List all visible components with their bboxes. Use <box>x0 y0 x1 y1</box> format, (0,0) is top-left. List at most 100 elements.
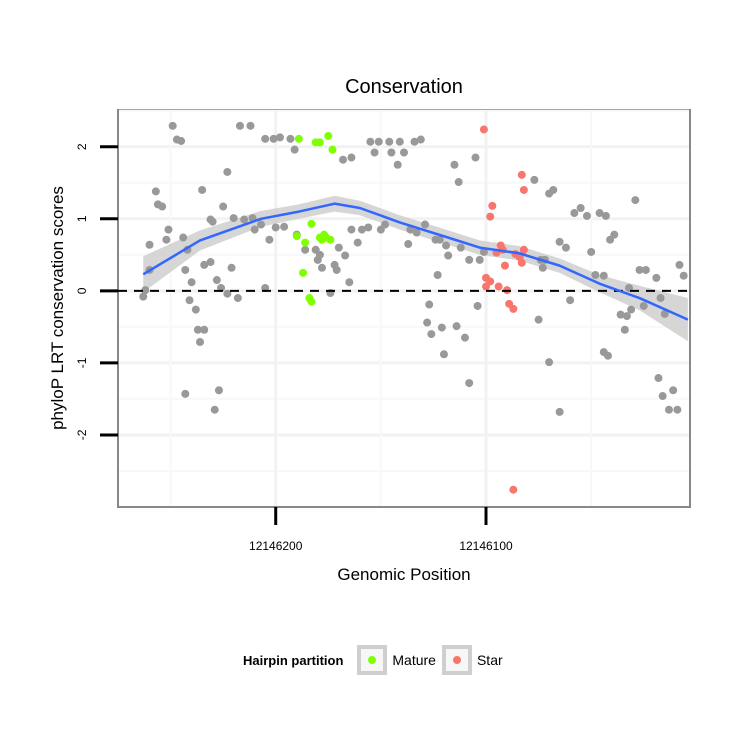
point-other <box>570 209 579 218</box>
point-other <box>530 175 539 184</box>
point-other <box>185 296 194 305</box>
point-other <box>374 137 383 146</box>
point-other <box>555 237 564 246</box>
point-other <box>669 386 678 395</box>
point-other <box>364 223 373 232</box>
chart-title: Conservation <box>345 76 463 98</box>
point-other <box>332 265 341 274</box>
point-other <box>271 223 280 232</box>
legend-item-mature: Mature <box>357 645 436 675</box>
point-other <box>479 247 488 256</box>
point-other <box>442 241 451 250</box>
point-other <box>339 155 348 164</box>
point-other <box>233 294 242 303</box>
y-tick-label: 1 <box>75 215 89 222</box>
point-other <box>654 374 663 383</box>
point-other <box>400 148 408 157</box>
point-other <box>200 260 209 269</box>
point-star <box>486 277 495 286</box>
point-other <box>334 243 343 252</box>
point-star <box>479 125 488 134</box>
point-star <box>500 261 509 270</box>
point-other <box>673 405 682 414</box>
point-other <box>196 338 205 347</box>
point-other <box>212 276 221 285</box>
legend-item-star: Star <box>441 645 503 675</box>
point-other <box>223 167 232 176</box>
point-other <box>269 134 278 143</box>
confidence-band <box>143 195 688 342</box>
point-mature <box>324 131 333 140</box>
legend-title: Hairpin partition <box>243 652 344 668</box>
point-other <box>465 255 474 264</box>
point-other <box>423 318 432 327</box>
point-other <box>675 260 684 269</box>
x-axis-label: Genomic Position <box>337 565 470 584</box>
point-other <box>168 121 177 130</box>
point-other <box>301 245 310 254</box>
point-other <box>622 312 631 321</box>
point-other <box>616 310 625 319</box>
point-other <box>395 137 404 146</box>
point-other <box>206 258 215 267</box>
point-other <box>347 153 356 162</box>
point-other <box>416 135 425 144</box>
point-other <box>223 289 232 298</box>
point-mature <box>326 235 335 244</box>
point-other <box>366 137 375 146</box>
point-other <box>656 294 665 303</box>
point-other <box>139 292 148 301</box>
point-other <box>545 358 554 367</box>
point-other <box>635 265 644 274</box>
point-other <box>603 351 612 360</box>
y-axis-label: phyloP LRT conservation scores <box>48 186 67 430</box>
point-other <box>381 220 390 229</box>
point-mature <box>299 268 308 277</box>
point-other <box>538 263 547 272</box>
point-other <box>393 160 402 169</box>
point-other <box>235 121 244 130</box>
point-other <box>290 145 299 154</box>
point-other <box>599 271 608 280</box>
point-other <box>421 220 430 229</box>
point-other <box>595 209 604 218</box>
plot-panel <box>117 109 691 508</box>
point-other <box>679 271 688 280</box>
point-star <box>488 201 497 210</box>
point-other <box>437 323 446 332</box>
point-other <box>214 386 223 395</box>
point-other <box>145 240 154 249</box>
point-other <box>387 148 396 157</box>
point-star <box>509 485 518 494</box>
point-other <box>660 309 669 318</box>
point-other <box>435 235 444 244</box>
point-other <box>246 121 255 130</box>
point-other <box>452 322 461 331</box>
point-other <box>219 202 228 211</box>
x-tick-label: 12146100 <box>459 539 513 553</box>
point-other <box>181 265 190 274</box>
legend-label-mature: Mature <box>392 652 436 668</box>
point-star <box>519 185 528 194</box>
point-mature <box>315 138 324 147</box>
point-other <box>601 211 610 220</box>
point-other <box>450 160 459 169</box>
point-other <box>341 251 350 260</box>
y-tick-label: -1 <box>75 357 89 368</box>
point-star <box>509 304 518 313</box>
point-other <box>566 296 575 305</box>
point-other <box>404 240 413 249</box>
point-other <box>591 270 600 279</box>
point-other <box>193 325 202 334</box>
point-other <box>187 278 196 287</box>
point-other <box>240 215 249 224</box>
point-star <box>519 245 528 254</box>
point-other <box>229 214 238 223</box>
point-other <box>257 220 265 229</box>
point-other <box>425 300 434 309</box>
point-other <box>158 202 167 211</box>
legend-key-star <box>441 645 472 675</box>
point-other <box>265 235 274 244</box>
point-other <box>433 270 442 279</box>
